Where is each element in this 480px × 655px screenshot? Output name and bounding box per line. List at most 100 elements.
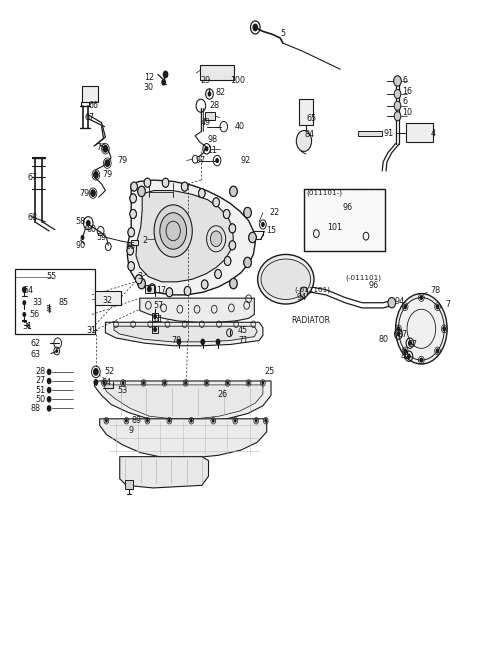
Circle shape	[300, 287, 308, 297]
Text: 84: 84	[304, 130, 314, 139]
Text: 56: 56	[29, 310, 39, 319]
Circle shape	[234, 419, 237, 422]
Text: 58: 58	[76, 217, 86, 227]
Circle shape	[146, 419, 149, 422]
Text: 96: 96	[369, 281, 379, 290]
Bar	[82, 86, 98, 102]
Circle shape	[153, 327, 157, 332]
Text: 63: 63	[30, 350, 40, 360]
Circle shape	[436, 348, 440, 354]
Circle shape	[396, 326, 400, 331]
Circle shape	[127, 246, 133, 255]
Text: 79: 79	[103, 170, 113, 179]
Text: 15: 15	[266, 227, 276, 235]
Circle shape	[204, 146, 208, 151]
Text: 67: 67	[84, 113, 95, 122]
Circle shape	[229, 278, 237, 289]
Ellipse shape	[258, 254, 314, 304]
Circle shape	[215, 269, 221, 278]
Circle shape	[149, 284, 156, 293]
Text: 67: 67	[27, 173, 37, 182]
Circle shape	[105, 419, 108, 422]
Text: 90: 90	[76, 241, 86, 250]
Circle shape	[166, 288, 173, 297]
Text: 55: 55	[46, 272, 57, 281]
Circle shape	[252, 24, 258, 31]
Circle shape	[142, 381, 145, 385]
Circle shape	[128, 228, 134, 237]
Text: 29: 29	[201, 77, 211, 85]
Text: 82: 82	[215, 88, 225, 97]
Circle shape	[207, 92, 211, 97]
Polygon shape	[104, 385, 263, 419]
Polygon shape	[140, 298, 254, 322]
Text: 25: 25	[265, 367, 275, 377]
Circle shape	[144, 178, 151, 187]
Circle shape	[249, 233, 256, 243]
Text: 89: 89	[131, 416, 141, 424]
Circle shape	[47, 369, 51, 375]
Text: 32: 32	[103, 295, 113, 305]
Bar	[152, 313, 158, 321]
Text: 98: 98	[207, 135, 217, 144]
Circle shape	[47, 396, 51, 403]
Circle shape	[131, 182, 137, 191]
Circle shape	[161, 79, 166, 86]
Circle shape	[205, 381, 208, 385]
Circle shape	[130, 210, 136, 219]
Circle shape	[184, 381, 187, 385]
Text: 45: 45	[237, 326, 247, 335]
Circle shape	[125, 419, 128, 422]
Circle shape	[103, 381, 106, 385]
Circle shape	[255, 419, 258, 422]
Bar	[359, 130, 382, 136]
Polygon shape	[100, 419, 267, 458]
Bar	[124, 480, 133, 489]
Text: 70: 70	[171, 336, 181, 345]
Circle shape	[394, 76, 401, 86]
Text: 100: 100	[230, 77, 245, 85]
Circle shape	[229, 224, 236, 233]
Polygon shape	[106, 322, 263, 346]
Circle shape	[216, 339, 220, 345]
Circle shape	[396, 331, 400, 337]
Text: 51: 51	[36, 386, 46, 394]
Circle shape	[128, 261, 134, 271]
Text: 60: 60	[86, 225, 96, 234]
Text: 16: 16	[402, 87, 412, 96]
Text: 49: 49	[201, 118, 211, 127]
Text: 91: 91	[383, 128, 393, 138]
Circle shape	[229, 241, 236, 250]
Text: 87: 87	[397, 329, 408, 339]
Circle shape	[210, 231, 222, 247]
Bar	[304, 189, 385, 251]
Text: 86: 86	[125, 242, 135, 251]
Circle shape	[177, 339, 181, 345]
Bar	[299, 99, 312, 125]
Text: 87: 87	[408, 340, 418, 349]
Text: 7: 7	[445, 299, 450, 309]
Text: (-011101): (-011101)	[294, 286, 330, 293]
Circle shape	[94, 379, 98, 386]
Text: 27: 27	[36, 377, 46, 386]
Circle shape	[394, 90, 401, 98]
Circle shape	[224, 256, 231, 265]
Text: 26: 26	[217, 390, 227, 398]
Text: 94: 94	[395, 297, 405, 306]
Circle shape	[163, 381, 166, 385]
Text: 22: 22	[270, 208, 280, 217]
Text: 52: 52	[105, 367, 115, 377]
Polygon shape	[120, 457, 208, 488]
Circle shape	[47, 405, 51, 411]
Text: 31: 31	[23, 322, 32, 331]
Text: 79: 79	[80, 189, 90, 198]
Circle shape	[138, 278, 145, 289]
Text: 97: 97	[195, 156, 205, 165]
Text: 9: 9	[128, 426, 133, 435]
Text: 6: 6	[402, 77, 407, 85]
Circle shape	[215, 158, 219, 163]
Circle shape	[436, 304, 440, 309]
Circle shape	[213, 198, 219, 207]
Circle shape	[190, 419, 193, 422]
Circle shape	[105, 159, 110, 167]
